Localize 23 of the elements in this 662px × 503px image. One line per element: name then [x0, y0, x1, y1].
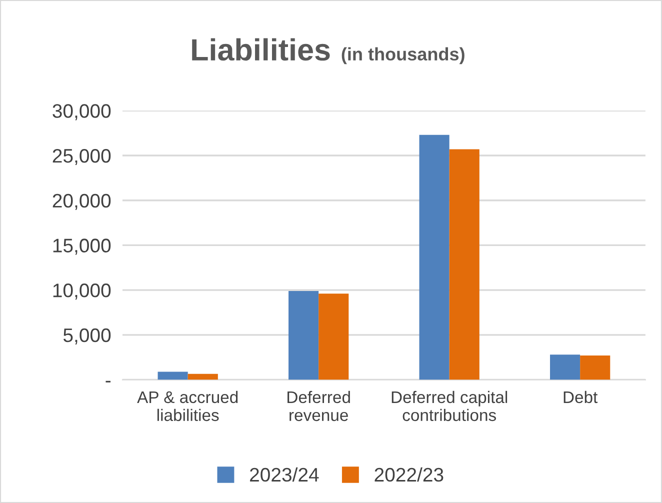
- x-tick-label: Deferred capital contributions: [392, 390, 508, 422]
- bar: [318, 294, 349, 380]
- y-tick-label: 10,000: [53, 284, 111, 300]
- chart-subtitle: (in thousands): [342, 47, 464, 64]
- y-tick-label: 20,000: [52, 194, 111, 210]
- bar: [449, 149, 480, 380]
- chart-title: Liabilities: [192, 38, 330, 61]
- y-tick-label: -: [106, 380, 110, 382]
- x-tick-label: Deferred revenue: [288, 390, 350, 422]
- x-tick-label: AP & accrued liabilities: [137, 390, 238, 422]
- bar: [288, 290, 319, 380]
- bar: [550, 354, 580, 380]
- bar: [188, 374, 218, 380]
- bar: [580, 356, 610, 380]
- y-tick-label: 15,000: [53, 238, 111, 255]
- bar: [419, 134, 450, 380]
- bar: [158, 372, 188, 380]
- y-tick-label: 5,000: [63, 328, 111, 344]
- y-tick-label: 30,000: [52, 104, 111, 120]
- legend-label: 2022/23: [374, 467, 444, 482]
- x-tick-label: Debt: [564, 390, 598, 404]
- legend-label: 2023/24: [250, 467, 319, 482]
- y-tick-label: 25,000: [52, 148, 111, 166]
